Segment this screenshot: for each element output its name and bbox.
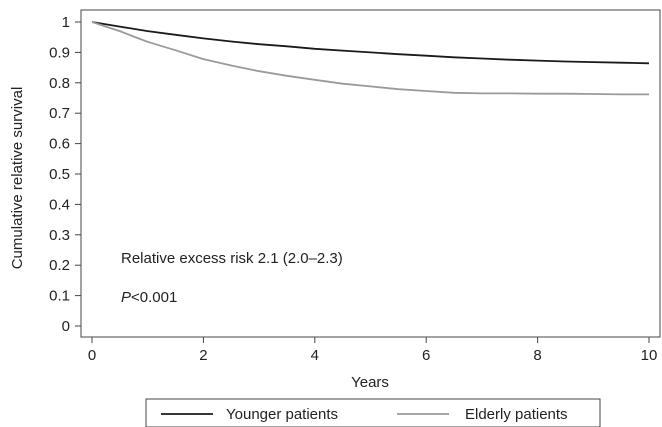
y-tick-label: 0 xyxy=(62,318,70,335)
x-tick-label: 6 xyxy=(422,347,430,364)
p-value-symbol: P xyxy=(121,289,131,306)
annotation-relative-risk: Relative excess risk 2.1 (2.0–2.3) xyxy=(121,250,343,267)
y-tick-label: 0.7 xyxy=(49,105,70,122)
y-tick-label: 0.5 xyxy=(49,166,70,183)
y-tick-label: 0.9 xyxy=(49,44,70,61)
plot-frame xyxy=(80,9,661,338)
x-axis-label: Years xyxy=(351,374,389,391)
plot-area xyxy=(80,9,661,338)
series-line-younger-patients xyxy=(91,21,650,65)
legend: Younger patients Elderly patients xyxy=(145,398,601,427)
y-tick-label: 0.1 xyxy=(49,288,70,305)
y-axis-label: Cumulative relative survival xyxy=(9,87,26,270)
y-tick-label: 0.6 xyxy=(49,136,70,153)
p-value-text: <0.001 xyxy=(131,289,177,306)
legend-box xyxy=(145,398,601,427)
y-axis: 0 0.1 0.2 0.3 0.4 0.5 0.6 0.7 0.8 0.9 1 xyxy=(49,14,81,335)
x-tick-label: 4 xyxy=(311,347,319,364)
series-line-elderly-patients xyxy=(91,21,649,96)
x-tick-label: 2 xyxy=(199,347,207,364)
legend-label: Elderly patients xyxy=(465,406,568,423)
legend-label: Younger patients xyxy=(226,406,338,423)
y-tick-label: 0.2 xyxy=(49,257,70,274)
x-tick-label: 0 xyxy=(88,347,96,364)
x-axis: 0 2 4 6 8 10 xyxy=(88,337,658,364)
y-tick-label: 0.4 xyxy=(49,196,70,213)
x-tick-label: 8 xyxy=(533,347,541,364)
x-tick-label: 10 xyxy=(641,347,658,364)
y-tick-label: 1 xyxy=(62,14,70,31)
y-tick-label: 0.8 xyxy=(49,75,70,92)
y-tick-label: 0.3 xyxy=(49,227,70,244)
annotation-p-value: P<0.001 xyxy=(121,289,177,306)
